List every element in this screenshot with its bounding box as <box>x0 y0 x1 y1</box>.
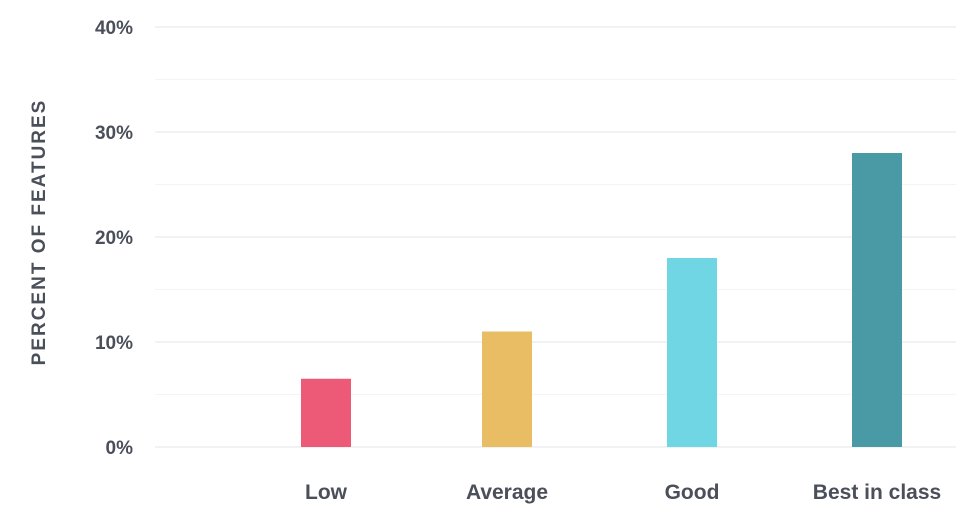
x-category-label: Best in class <box>813 481 941 504</box>
y-tick-label: 10% <box>95 333 133 354</box>
bar-average <box>482 331 532 447</box>
x-category-label: Average <box>466 481 548 504</box>
x-category-label: Low <box>305 481 348 504</box>
y-tick-label: 40% <box>95 18 133 39</box>
y-tick-label: 0% <box>106 438 134 459</box>
bar-best-in-class <box>852 153 902 447</box>
y-tick-label: 20% <box>95 228 133 249</box>
gridlines <box>155 26 956 448</box>
bar-low <box>301 378 351 447</box>
x-axis-labels: Low Average Good Best in class <box>305 481 941 504</box>
y-axis-title: PERCENT OF FEATURES <box>29 99 50 366</box>
x-category-label: Good <box>665 481 720 504</box>
y-tick-label: 30% <box>95 123 133 144</box>
bar-good <box>667 258 717 447</box>
y-axis-ticks: 0% 10% 20% 30% 40% <box>95 18 133 459</box>
bars <box>301 153 902 447</box>
